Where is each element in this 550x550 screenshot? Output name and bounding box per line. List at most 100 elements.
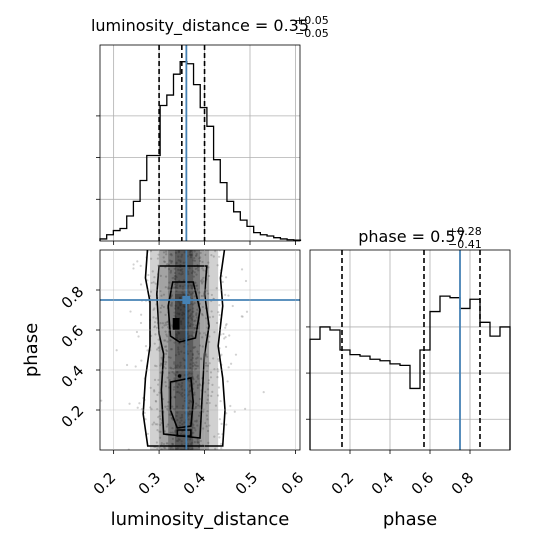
scatter-point bbox=[195, 419, 198, 422]
scatter-point bbox=[210, 310, 213, 313]
scatter-point bbox=[175, 334, 179, 337]
scatter-point bbox=[186, 286, 189, 289]
scatter-point bbox=[176, 419, 179, 422]
scatter-point bbox=[191, 377, 195, 380]
scatter-point bbox=[206, 418, 209, 421]
scatter-point bbox=[193, 320, 196, 323]
scatter-point bbox=[229, 404, 232, 408]
scatter-point bbox=[170, 260, 174, 263]
scatter-point bbox=[187, 446, 190, 450]
scatter-point bbox=[163, 260, 166, 263]
scatter-point bbox=[189, 400, 192, 403]
scatter-point bbox=[220, 442, 223, 446]
scatter-point bbox=[216, 264, 219, 267]
scatter-point bbox=[187, 443, 190, 446]
scatter-point bbox=[196, 375, 199, 379]
scatter-point bbox=[139, 264, 142, 267]
scatter-point bbox=[162, 293, 166, 296]
scatter-point bbox=[162, 251, 166, 254]
scatter-point bbox=[194, 267, 197, 270]
scatter-point bbox=[192, 426, 195, 429]
scatter-point bbox=[151, 423, 154, 426]
scatter-point bbox=[196, 440, 199, 443]
scatter-point bbox=[194, 429, 197, 432]
scatter-point bbox=[175, 261, 178, 264]
scatter-point bbox=[206, 388, 210, 391]
scatter-point bbox=[181, 423, 184, 426]
scatter-point bbox=[159, 362, 163, 365]
scatter-point bbox=[150, 281, 153, 285]
scatter-point bbox=[179, 284, 182, 287]
scatter-point bbox=[180, 433, 183, 436]
scatter-point bbox=[180, 385, 183, 388]
scatter-point bbox=[195, 313, 198, 317]
scatter-point bbox=[191, 318, 194, 321]
scatter-point bbox=[153, 326, 156, 329]
scatter-point bbox=[189, 250, 192, 252]
scatter-point bbox=[169, 356, 172, 359]
scatter-point bbox=[174, 354, 178, 357]
lum-title: luminosity_distance = 0.35 bbox=[91, 16, 309, 36]
scatter-point bbox=[180, 273, 183, 276]
scatter-point bbox=[187, 406, 190, 409]
scatter-point bbox=[169, 271, 172, 274]
scatter-point bbox=[165, 352, 168, 355]
scatter-point bbox=[194, 281, 197, 284]
scatter-point bbox=[169, 366, 172, 369]
scatter-point bbox=[191, 303, 195, 306]
scatter-point bbox=[208, 401, 211, 405]
scatter-point bbox=[189, 442, 192, 446]
scatter-point bbox=[194, 254, 198, 258]
scatter-point bbox=[181, 430, 184, 433]
scatter-point bbox=[156, 428, 159, 432]
scatter-point bbox=[187, 393, 190, 396]
scatter-point bbox=[159, 371, 162, 374]
scatter-point bbox=[178, 342, 181, 345]
scatter-point bbox=[182, 357, 185, 360]
scatter-point bbox=[180, 268, 184, 271]
scatter-point bbox=[173, 278, 176, 281]
scatter-point bbox=[196, 350, 199, 353]
scatter-point bbox=[162, 442, 166, 446]
scatter-point bbox=[190, 286, 193, 289]
scatter-point bbox=[191, 310, 194, 313]
scatter-point bbox=[175, 405, 179, 408]
scatter-point bbox=[190, 287, 194, 290]
scatter-point bbox=[174, 364, 177, 367]
scatter-point bbox=[193, 363, 196, 367]
scatter-point bbox=[173, 372, 176, 375]
scatter-point bbox=[208, 335, 211, 338]
scatter-point bbox=[183, 421, 186, 424]
scatter-point bbox=[190, 334, 193, 337]
scatter-point bbox=[156, 423, 159, 426]
scatter-point bbox=[159, 364, 162, 367]
scatter-point bbox=[174, 286, 177, 289]
scatter-point bbox=[165, 323, 168, 326]
scatter-point bbox=[167, 286, 170, 289]
scatter-point bbox=[199, 439, 202, 443]
scatter-point bbox=[204, 333, 208, 337]
scatter-point bbox=[189, 363, 192, 366]
scatter-point bbox=[205, 364, 208, 367]
scatter-point bbox=[176, 439, 180, 443]
scatter-point bbox=[229, 362, 233, 365]
scatter-point bbox=[166, 423, 169, 426]
scatter-point bbox=[173, 377, 176, 380]
x-tick-label: 0.2 bbox=[90, 469, 120, 499]
scatter-point bbox=[183, 364, 186, 368]
scatter-point bbox=[188, 380, 191, 383]
scatter-point bbox=[174, 251, 178, 254]
scatter-point bbox=[206, 409, 209, 413]
scatter-point bbox=[170, 252, 173, 256]
scatter-point bbox=[170, 294, 173, 297]
scatter-point bbox=[173, 431, 177, 434]
density-dot bbox=[177, 374, 182, 378]
scatter-point bbox=[166, 335, 169, 338]
scatter-point bbox=[165, 333, 168, 336]
scatter-point bbox=[162, 256, 165, 259]
scatter-point bbox=[196, 386, 199, 389]
axes-frame bbox=[309, 249, 511, 451]
scatter-point bbox=[205, 370, 209, 373]
scatter-point bbox=[160, 356, 163, 359]
